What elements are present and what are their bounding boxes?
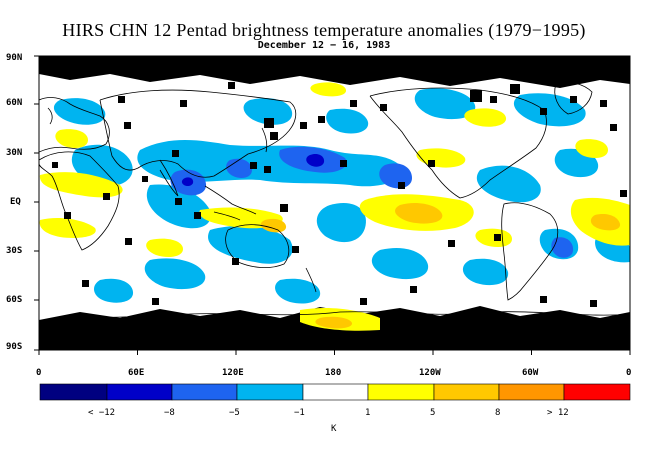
- colorbar-swatch-3: [236, 383, 304, 401]
- colorbar-label-1: 1: [365, 408, 371, 418]
- anomaly-dark-blue: [181, 153, 325, 187]
- missing-data-north: [39, 56, 630, 74]
- colorbar-swatch-7: [498, 383, 565, 401]
- coastlines: [39, 82, 630, 323]
- colorbar-unit: K: [331, 424, 337, 434]
- colorbar-swatch-6: [433, 383, 500, 401]
- colorbar-label-neg5: −5: [229, 408, 240, 418]
- lat-label-30n: 30N: [6, 148, 23, 158]
- map-title: HIRS CHN 12 Pentad brightness temperatur…: [62, 20, 586, 40]
- colorbar-label-neg8: −8: [164, 408, 175, 418]
- lon-label-180: 180: [325, 368, 342, 378]
- colorbar: [39, 383, 631, 401]
- colorbar-swatch-5: [367, 383, 435, 401]
- colorbar-label-5: 5: [430, 408, 436, 418]
- colorbar-swatch-4: [302, 383, 369, 401]
- colorbar-label-neg1: −1: [294, 408, 305, 418]
- colorbar-label-gt-12: > 12: [547, 408, 569, 418]
- lon-label-60w: 60W: [522, 368, 539, 378]
- missing-data-north-edge: [39, 72, 630, 88]
- map-subtitle: December 12 − 16, 1983: [257, 40, 391, 51]
- lat-label-90s: 90S: [6, 342, 23, 352]
- anomaly-orange: [260, 203, 621, 329]
- lon-label-0-end: 0: [626, 368, 632, 378]
- lat-label-90n: 90N: [6, 53, 23, 63]
- lat-label-30s: 30S: [6, 246, 23, 256]
- lat-label-60s: 60S: [6, 295, 23, 305]
- colorbar-swatch-8: [563, 383, 631, 401]
- axis-ticks: [34, 55, 631, 355]
- lon-label-0: 0: [36, 368, 42, 378]
- lon-label-120w: 120W: [419, 368, 441, 378]
- colorbar-label-lt-12: < −12: [88, 408, 116, 418]
- colorbar-swatch-1: [106, 383, 173, 401]
- lon-label-60e: 60E: [128, 368, 145, 378]
- lat-label-eq: EQ: [10, 197, 21, 207]
- missing-data-squares: [52, 82, 627, 307]
- lon-label-120e: 120E: [222, 368, 244, 378]
- colorbar-swatch-2: [171, 383, 238, 401]
- colorbar-swatch-0: [39, 383, 108, 401]
- colorbar-label-8: 8: [495, 408, 501, 418]
- lat-label-60n: 60N: [6, 98, 23, 108]
